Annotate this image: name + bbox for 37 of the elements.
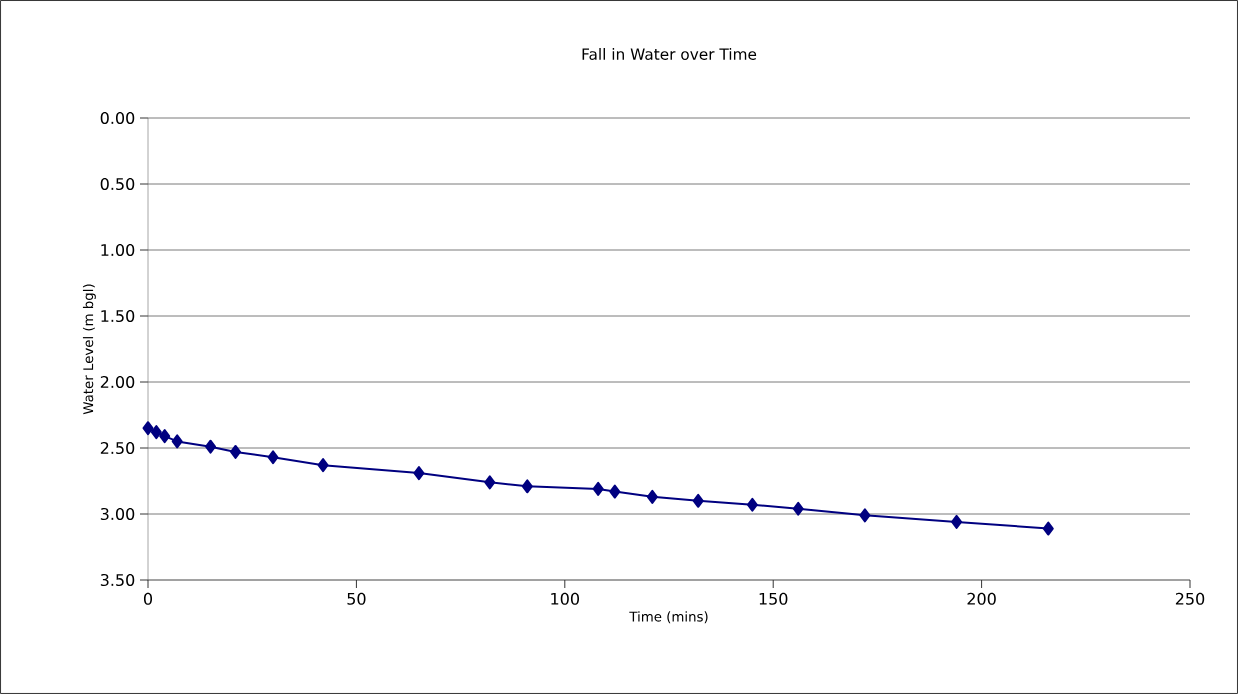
point	[746, 497, 758, 512]
point	[230, 444, 242, 459]
point	[792, 501, 804, 516]
y-tick-label: 0.50	[100, 177, 135, 191]
x-axis-title: Time (mins)	[629, 611, 708, 624]
point	[159, 429, 171, 444]
point	[859, 508, 871, 523]
point	[692, 493, 704, 508]
point	[1042, 521, 1054, 536]
point	[951, 514, 963, 529]
x-tick-label: 50	[347, 592, 366, 605]
y-tick-label: 3.00	[100, 507, 135, 521]
x-tick-label: 250	[1175, 592, 1205, 605]
x-tick-label: 0	[143, 592, 153, 605]
point	[171, 434, 183, 449]
point	[646, 489, 658, 504]
point	[267, 450, 279, 465]
y-tick-label: 1.50	[101, 309, 135, 323]
point	[484, 475, 496, 490]
chart-title: Fall in Water over Time	[582, 48, 757, 60]
y-tick-label: 3.50	[100, 573, 135, 587]
y-tick-label: 2.50	[100, 441, 135, 455]
x-tick-label: 200	[967, 592, 996, 605]
y-tick-label: 1.00	[101, 243, 135, 257]
x-tick-label: 150	[759, 592, 788, 605]
point	[413, 466, 425, 481]
point	[521, 479, 533, 494]
point	[317, 458, 329, 473]
point	[142, 421, 154, 436]
point	[150, 425, 162, 440]
point	[592, 481, 604, 496]
y-axis-title: Water Level (m bgl)	[82, 284, 96, 415]
point	[609, 484, 621, 499]
y-tick-label: 2.00	[100, 375, 135, 389]
point	[205, 439, 217, 454]
x-tick-label: 100	[551, 592, 580, 605]
y-tick-label: 0.00	[100, 111, 135, 125]
